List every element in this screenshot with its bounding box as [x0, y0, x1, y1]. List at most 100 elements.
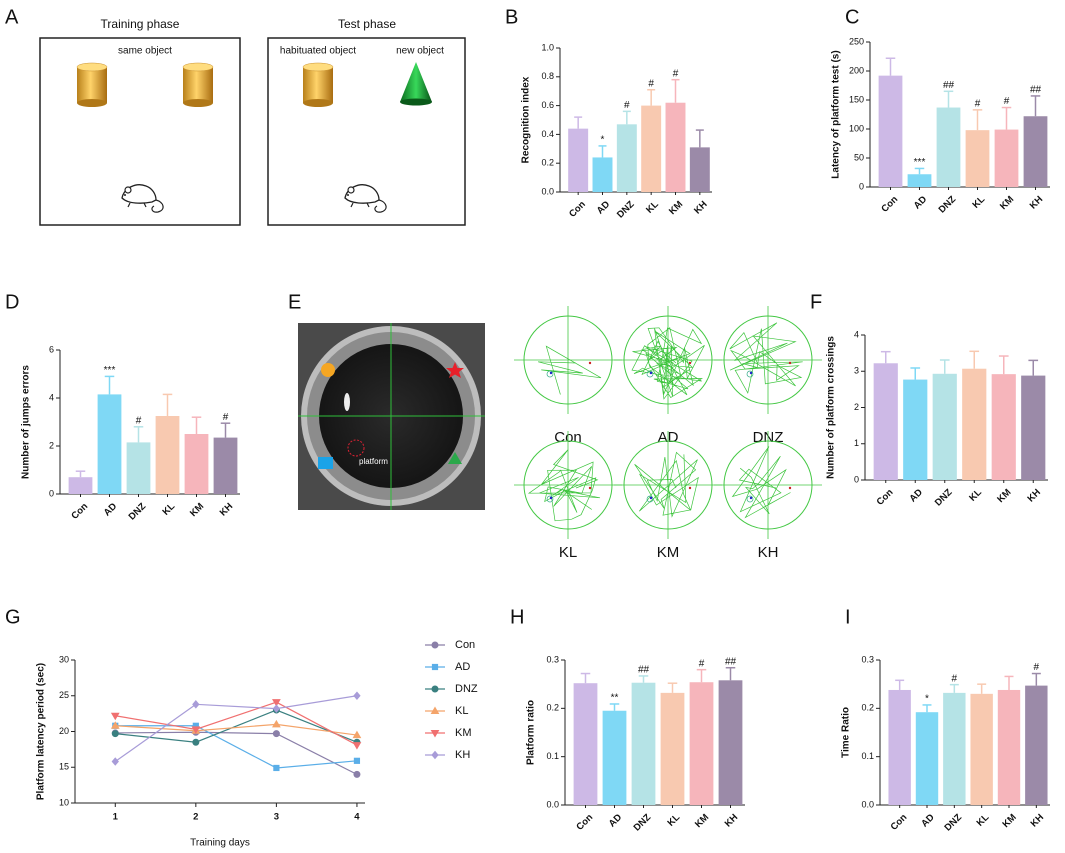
x-tick-label: 4 [354, 812, 360, 823]
series-line [114, 695, 358, 763]
track-start [649, 496, 653, 500]
bar [936, 107, 961, 187]
significance-label: ## [943, 80, 955, 91]
y-tick-label: 0 [859, 181, 864, 191]
cylinder-object [182, 62, 214, 108]
bar [965, 130, 990, 187]
bar [631, 682, 656, 805]
bar [907, 174, 932, 187]
bar [689, 682, 714, 805]
y-tick-label: 1 [854, 438, 859, 448]
significance-label: # [223, 412, 229, 423]
line-marker [191, 726, 201, 734]
y-tick-label: 2 [854, 402, 859, 412]
bar [665, 102, 686, 192]
x-tick-label: KM [1000, 812, 1018, 830]
y-tick-label: 4 [854, 329, 859, 339]
y-axis-title: Number of platform crossings [826, 336, 837, 479]
y-tick-label: 0.0 [861, 799, 874, 809]
x-tick-label: AD [595, 199, 613, 217]
legend-label: Con [455, 639, 475, 651]
track-end [688, 361, 692, 365]
y-tick-label: 0.2 [861, 703, 874, 713]
line-marker [353, 757, 361, 764]
x-tick-label: KL [665, 812, 682, 829]
chart-panel: I 0.0 0.1 0.2 0.3 Time Ratio Con * AD # DNZ KL KM # KH [841, 606, 1050, 834]
legend-label: AD [455, 661, 470, 673]
x-tick-label: KH [1025, 487, 1043, 505]
track-end [588, 361, 592, 365]
significance-label: # [624, 100, 630, 111]
bar [970, 693, 993, 805]
light-reflection [344, 393, 350, 411]
track-platform [746, 495, 754, 503]
bar [568, 128, 589, 192]
line-marker [192, 738, 200, 746]
cue-star [446, 362, 464, 378]
y-tick-label: 200 [849, 65, 864, 75]
significance-label: # [648, 78, 654, 89]
track-end [788, 486, 792, 490]
y-tick-label: 0.0 [546, 799, 559, 809]
line-marker [272, 699, 281, 707]
y-tick-label: 0.4 [541, 129, 554, 139]
panel-a: A Training phase Test phase same object … [5, 6, 466, 226]
bar [155, 416, 180, 494]
panel-letter: D [5, 291, 19, 313]
x-tick-label: KL [970, 194, 987, 211]
panel-letter: F [810, 291, 822, 313]
y-tick-label: 0 [854, 474, 859, 484]
significance-label: # [136, 415, 142, 426]
bar [718, 680, 743, 805]
significance-label: # [673, 68, 679, 79]
panel-letter: E [288, 291, 301, 313]
bar [68, 477, 93, 494]
y-tick-label: 0 [49, 488, 54, 498]
line-marker [192, 700, 200, 709]
bar [1025, 685, 1048, 805]
line-marker [353, 770, 361, 778]
group-label: KM [657, 544, 680, 561]
y-tick-label: 0.2 [541, 158, 554, 168]
x-tick-label: AD [919, 812, 937, 830]
x-axis-title: Training days [190, 838, 250, 849]
track-end [588, 486, 592, 490]
significance-label: ** [611, 693, 619, 704]
bar [1021, 375, 1046, 480]
cue-circle [321, 363, 335, 377]
cue-square [318, 457, 333, 469]
swim-track [631, 327, 705, 400]
y-axis-title: Number of jumps errors [21, 365, 32, 479]
x-tick-label: DNZ [937, 194, 959, 216]
series-line [115, 701, 358, 746]
cone-base [400, 98, 432, 106]
x-tick-label: KH [723, 812, 741, 830]
track-start [749, 496, 753, 500]
arena-box [39, 37, 241, 226]
x-tick-label: DNZ [127, 501, 149, 523]
line-marker [110, 712, 120, 721]
line-marker [430, 706, 440, 714]
line-marker [431, 685, 439, 693]
x-tick-label: KH [692, 199, 710, 217]
significance-label: # [1034, 662, 1040, 673]
chart-panel: F 0 1 2 3 4 Number of platform crossings Con AD D… [810, 291, 1048, 509]
bar [878, 75, 903, 187]
cue-triangle [448, 452, 462, 464]
panel-letter: A [5, 6, 19, 28]
cylinder-object [76, 62, 108, 108]
group-label: KH [758, 544, 779, 561]
cylinder-object [302, 62, 334, 108]
panel-letter: C [845, 6, 859, 28]
chart-panel: H 0.0 0.1 0.2 0.3 Platform ratio Con ** AD ## DNZ K… [510, 606, 745, 834]
track-platform [746, 370, 754, 378]
panel-letter: I [845, 606, 851, 628]
phase-title: Training phase [101, 17, 180, 31]
bar [213, 437, 238, 494]
bar [903, 379, 928, 480]
line-marker [272, 730, 280, 738]
x-tick-label: KH [218, 501, 236, 519]
bar [616, 124, 637, 192]
x-tick-label: KM [693, 812, 711, 830]
